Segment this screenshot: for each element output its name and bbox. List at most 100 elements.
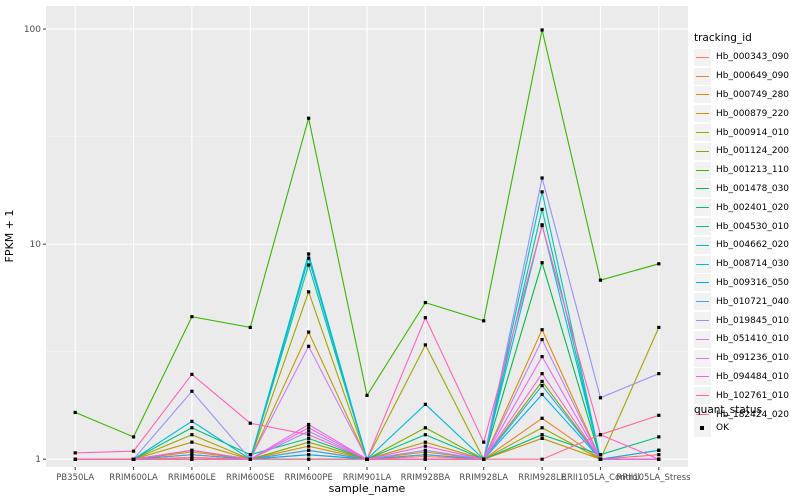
x-tick-label: RRIM600LE: [168, 473, 216, 483]
legend-title: tracking_id: [694, 32, 752, 44]
data-point: [307, 457, 311, 461]
x-tick-label: RRIM600SE: [226, 473, 275, 483]
legend-label: Hb_000749_280: [716, 89, 790, 100]
data-point: [598, 457, 603, 461]
data-point: [540, 261, 544, 265]
x-axis-label: sample_name: [329, 482, 406, 495]
legend-line-icon: [694, 86, 711, 104]
data-point: [540, 176, 544, 180]
x-tick-label: RRIM928LE: [518, 473, 566, 483]
data-point: [540, 28, 544, 32]
x-tick-label: RRIM928BA: [401, 473, 451, 483]
legend-line-icon: [694, 142, 711, 160]
quant-status-legend: quant_status OK: [694, 404, 762, 438]
legend-item: Hb_004530_010: [694, 217, 800, 236]
legend-line-icon: [694, 161, 711, 179]
legend-label: Hb_001213_110: [716, 165, 790, 176]
data-point: [190, 433, 194, 437]
tracking-id-legend: tracking_id Hb_000343_090 Hb_000649_090 Hb…: [694, 32, 800, 424]
data-point: [423, 316, 427, 320]
data-point: [482, 440, 486, 444]
data-point: [190, 450, 194, 454]
data-point: [248, 325, 252, 330]
legend-title-status: quant_status: [694, 404, 763, 416]
data-point: [598, 433, 603, 437]
data-point: [423, 433, 427, 437]
data-point: [307, 433, 311, 437]
data-point: [540, 372, 544, 376]
data-point: [423, 450, 427, 454]
legend-line-icon: [694, 48, 711, 66]
legend-item: Hb_001213_110: [694, 161, 800, 180]
data-point: [598, 453, 603, 457]
y-tick-label: 1: [35, 455, 41, 465]
data-point: [307, 330, 311, 334]
legend-line-icon: [694, 312, 711, 330]
data-point: [540, 379, 544, 384]
data-point: [307, 453, 311, 457]
legend-line-icon: [694, 105, 711, 123]
legend-label-ok: OK: [716, 423, 729, 434]
data-point: [131, 435, 136, 439]
data-point: [423, 426, 427, 430]
legend-label: Hb_000343_090: [716, 52, 790, 63]
legend-item: Hb_001124_200: [694, 142, 800, 161]
legend-line-icon: [694, 406, 711, 424]
legend-label: Hb_001124_200: [716, 146, 790, 157]
legend-line-icon: [694, 218, 711, 236]
legend-label: Hb_102761_010: [716, 390, 790, 401]
legend-line-icon: [694, 67, 711, 85]
data-point: [423, 440, 427, 444]
legend-label: Hb_002401_020: [716, 202, 790, 213]
data-point: [307, 429, 311, 433]
data-point: [423, 402, 427, 406]
x-tick-label: PB350LA: [56, 473, 94, 483]
data-point: [307, 256, 311, 260]
data-point: [657, 372, 661, 376]
data-point: [540, 457, 544, 461]
data-point: [190, 453, 194, 457]
data-point: [365, 393, 369, 398]
data-point: [307, 440, 311, 444]
data-point: [73, 457, 77, 461]
data-point: [190, 457, 194, 461]
legend-label: Hb_091236_010: [716, 353, 790, 364]
legend-item: Hb_004662_020: [694, 236, 800, 255]
data-point: [540, 354, 544, 359]
data-point: [598, 396, 603, 400]
data-point: [423, 454, 427, 459]
data-point: [73, 410, 77, 415]
legend-item-ok: OK: [694, 419, 762, 438]
data-point: [131, 457, 136, 461]
legend-label: Hb_008714_030: [716, 259, 790, 270]
legend-item: Hb_094484_010: [694, 368, 800, 387]
data-point: [540, 207, 544, 212]
data-point: [248, 453, 252, 457]
data-point: [365, 457, 369, 461]
data-point: [423, 343, 427, 347]
legend-label: Hb_051410_010: [716, 334, 790, 345]
data-point: [423, 448, 427, 452]
data-point: [307, 436, 311, 440]
legend-line-icon: [694, 199, 711, 217]
data-point: [190, 440, 194, 444]
data-point: [540, 223, 544, 228]
y-tick-label: 10: [30, 240, 42, 250]
legend-label: Hb_182424_020: [716, 409, 790, 420]
data-point: [657, 435, 661, 439]
legend-line-icon: [694, 293, 711, 311]
data-point: [423, 453, 427, 457]
data-point: [307, 426, 311, 430]
legend-label: Hb_000649_090: [716, 71, 790, 82]
data-point: [423, 457, 427, 461]
data-point: [657, 262, 661, 266]
data-point: [423, 300, 427, 305]
data-point: [598, 278, 603, 282]
data-point: [307, 116, 311, 120]
legend-item: Hb_009316_050: [694, 274, 800, 293]
data-point: [248, 421, 252, 425]
legend-line-icon: [694, 368, 711, 386]
data-point: [73, 451, 77, 455]
legend-label: Hb_019845_010: [716, 315, 790, 326]
point-key-icon: [694, 419, 711, 437]
